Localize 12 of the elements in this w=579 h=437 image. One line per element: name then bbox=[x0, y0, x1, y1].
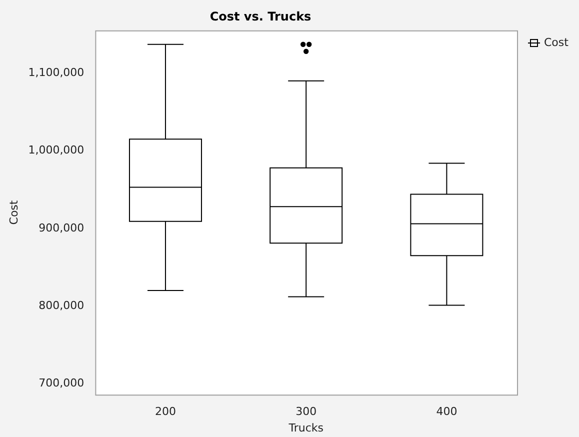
x-tick-label: 300 bbox=[296, 405, 317, 418]
y-tick-label: 800,000 bbox=[38, 298, 84, 312]
y-tick-label: 700,000 bbox=[38, 376, 84, 390]
legend-label: Cost bbox=[544, 36, 568, 49]
x-tick-label: 400 bbox=[436, 405, 458, 418]
y-axis-title: Cost bbox=[7, 200, 20, 225]
x-tick-label: 200 bbox=[154, 405, 176, 418]
y-tick-label: 900,000 bbox=[38, 221, 84, 234]
x-axis-title: Trucks bbox=[288, 421, 324, 434]
chart-title: Cost vs. Trucks bbox=[210, 9, 312, 24]
y-tick-label: 1,000,000 bbox=[28, 144, 84, 157]
y-tick-label: 1,100,000 bbox=[28, 66, 84, 79]
